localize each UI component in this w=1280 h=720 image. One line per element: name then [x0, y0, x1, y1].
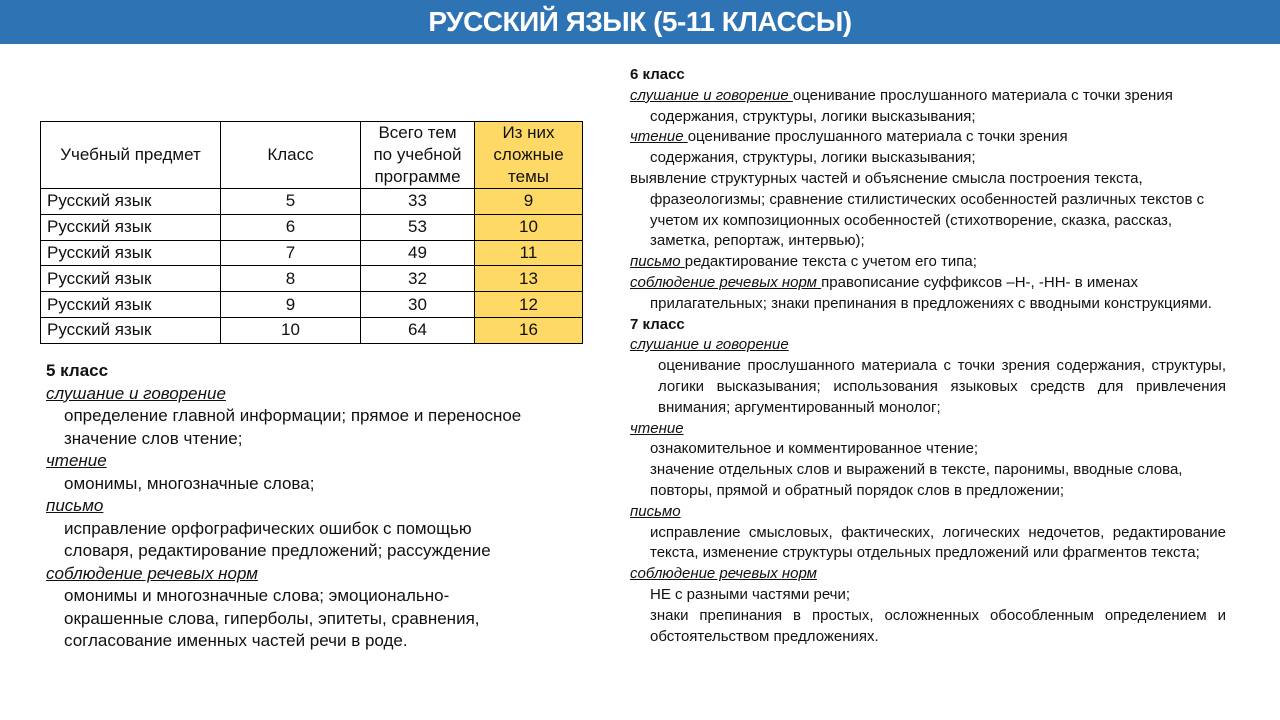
cell-grade: 7: [220, 239, 361, 267]
page-title: РУССКИЙ ЯЗЫК (5-11 КЛАССЫ): [0, 0, 1280, 44]
table-row: Русский язык 9 30 12: [40, 291, 583, 318]
grade5-writing: исправление орфографических ошибок с пом…: [64, 518, 491, 561]
cell-complex: 16: [474, 316, 583, 344]
table-row: Русский язык 5 33 9: [40, 188, 583, 215]
grade5-norms: омонимы и многозначные слова; эмоциональ…: [64, 586, 480, 650]
cell-subject: Русский язык: [40, 213, 221, 241]
grade5-reading-label: чтение: [46, 451, 107, 470]
cell-total: 53: [360, 213, 475, 241]
grade6-norms-text: правописание суффиксов –Н-, -НН- в имена…: [650, 273, 1212, 312]
cell-subject: Русский язык: [40, 265, 221, 293]
cell-subject: Русский язык: [40, 239, 221, 267]
grade6-listening: слушание и говорение оценивание прослуша…: [630, 86, 1226, 128]
grade7-listening-label: слушание и говорение: [630, 336, 789, 354]
grade5-norms-label: соблюдение речевых норм: [46, 563, 258, 583]
cell-grade: 5: [220, 188, 361, 215]
cell-total: 32: [360, 265, 475, 293]
cell-total: 49: [360, 239, 475, 267]
grade7-norms2: знаки препинания в простых, осложненных …: [650, 606, 1226, 645]
topics-table: Учебный предмет Класс Всего тем по учебн…: [40, 121, 583, 344]
grade7-norms-label: соблюдение речевых норм: [630, 565, 817, 583]
cell-grade: 8: [220, 265, 361, 293]
grade6-reading: чтение оценивание прослушанного материал…: [630, 127, 1226, 169]
grade7-reading1: ознакомительное и комментированное чтени…: [650, 440, 979, 458]
header-subject: Учебный предмет: [40, 121, 221, 189]
grade6-listening-label: слушание и говорение: [630, 86, 793, 104]
grade7-title: 7 класс: [630, 315, 685, 333]
cell-total: 64: [360, 316, 475, 344]
cell-grade: 9: [220, 291, 361, 318]
grade6-norms-label: соблюдение речевых норм: [630, 273, 822, 291]
cell-complex: 10: [474, 213, 583, 241]
table-row: Русский язык 8 32 13: [40, 265, 583, 293]
grade7-reading2: значение отдельных слов и выражений в те…: [650, 461, 1183, 499]
grade5-writing-label: письмо: [46, 496, 104, 515]
table-header-row: Учебный предмет Класс Всего тем по учебн…: [40, 121, 583, 189]
grade6-title: 6 класс: [630, 66, 685, 83]
cell-subject: Русский язык: [40, 291, 221, 318]
grade7-writing: исправление смысловых, фактических, логи…: [650, 523, 1226, 562]
table-row: Русский язык 6 53 10: [40, 213, 583, 241]
header-grade: Класс: [220, 121, 361, 189]
grade6-reading2: выявление структурных частей и объяснени…: [630, 169, 1205, 250]
cell-complex: 12: [474, 291, 583, 318]
cell-grade: 6: [220, 213, 361, 241]
grade6-reading-text: оценивание прослушанного материала с точ…: [650, 128, 1068, 167]
grade7-writing-label: письмо: [630, 502, 681, 520]
grade6-writing-text: редактирование текста с учетом его типа;: [684, 253, 977, 271]
grade7-listening: оценивание прослушанного материала с точ…: [658, 357, 1226, 416]
cell-grade: 10: [220, 316, 361, 344]
cell-complex: 11: [474, 239, 583, 267]
cell-complex: 9: [474, 188, 583, 215]
grade7-norms1: НЕ с разными частями речи;: [650, 585, 851, 603]
cell-total: 33: [360, 188, 475, 215]
grade5-listening: определение главной информации; прямое и…: [64, 406, 522, 448]
grade6-writing-label: письмо: [630, 253, 685, 271]
table-row: Русский язык 7 49 11: [40, 239, 583, 267]
grade6-norms: соблюдение речевых норм правописание суф…: [630, 273, 1226, 315]
cell-subject: Русский язык: [40, 188, 221, 215]
grade5-section: 5 класс слушание и говорение определение…: [46, 360, 582, 653]
grade7-reading-label: чтение: [630, 419, 684, 437]
grade5-title: 5 класс: [46, 361, 109, 380]
grade5-reading: омонимы, многозначные слова;: [64, 473, 315, 493]
table-row: Русский язык 10 64 16: [40, 316, 583, 344]
header-complex: Из них сложные темы: [474, 121, 583, 189]
grade6-reading-label: чтение: [630, 128, 688, 146]
cell-complex: 13: [474, 265, 583, 293]
grade6-writing: письмо редактирование текста с учетом ег…: [630, 252, 1226, 273]
grade5-listening-label: слушание и говорение: [46, 383, 226, 403]
grades-6-7-section: 6 класс слушание и говорение оценивание …: [630, 65, 1226, 647]
header-total: Всего тем по учебной программе: [360, 121, 475, 189]
cell-total: 30: [360, 291, 475, 318]
grade6-listening-text: оценивание прослушанного материала с точ…: [650, 86, 1173, 125]
cell-subject: Русский язык: [40, 316, 221, 344]
